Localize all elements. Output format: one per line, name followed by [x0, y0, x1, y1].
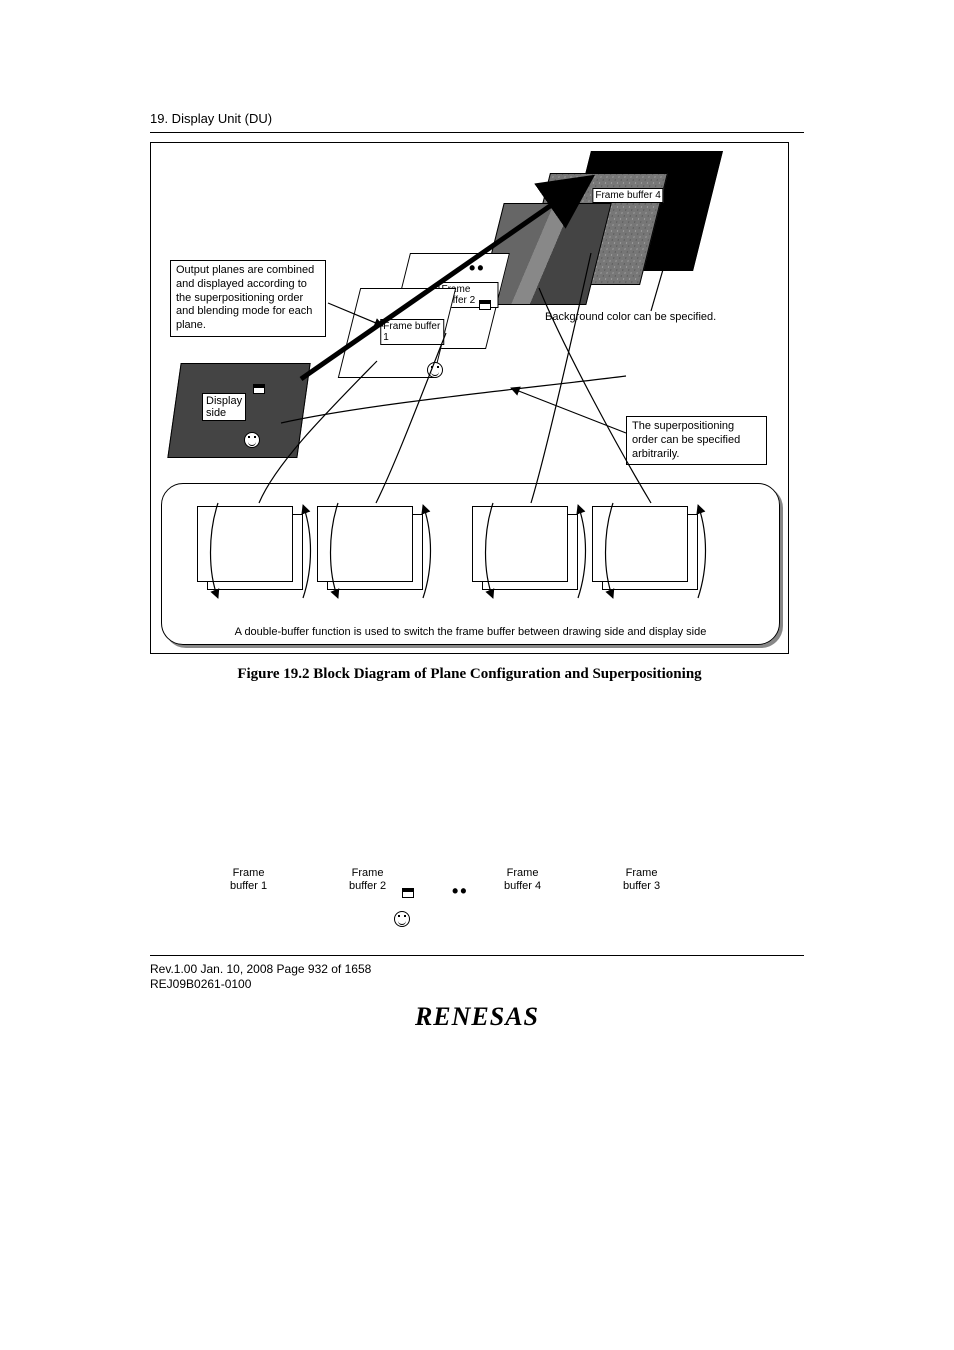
double-buffer-panel: Frame buffer 1 Frame buffer 2 •• Frame b… — [161, 483, 780, 645]
label-fb4: Frame buffer 4 — [503, 867, 542, 892]
figure-box: Output planes are combined and displayed… — [150, 142, 789, 654]
window-icon — [402, 888, 414, 898]
smiley-icon — [427, 362, 443, 378]
card-fb4 — [472, 506, 578, 592]
page-header: 19. Display Unit (DU) — [150, 111, 804, 133]
window-icon — [479, 300, 491, 310]
display-side: Display side — [174, 363, 304, 458]
smiley-icon — [394, 911, 410, 927]
callout-order: The superpositioning order can be specif… — [626, 416, 767, 465]
callout-bgcolor: Background color can be specified. — [544, 311, 717, 324]
ellipsis-bottom: •• — [452, 881, 469, 902]
callout-combine: Output planes are combined and displayed… — [170, 260, 326, 337]
footer-revision: Rev.1.00 Jan. 10, 2008 Page 932 of 1658 — [150, 962, 371, 976]
smiley-icon — [244, 432, 260, 448]
double-buffer-caption: A double-buffer function is used to swit… — [162, 626, 779, 638]
figure-caption: Figure 19.2 Block Diagram of Plane Confi… — [150, 666, 789, 683]
label-fb1: Frame buffer 1 — [229, 867, 268, 892]
label-fb3: Frame buffer 3 — [622, 867, 661, 892]
ellipsis-top: •• — [469, 258, 486, 279]
window-icon — [253, 384, 265, 394]
card-fb1 — [197, 506, 303, 592]
label-fb2: Frame buffer 2 — [348, 867, 387, 892]
renesas-logo: RENESAS — [0, 1002, 954, 1032]
footer-rule — [150, 955, 804, 956]
card-fb3 — [592, 506, 698, 592]
card-fb2 — [317, 506, 423, 592]
footer-docid: REJ09B0261-0100 — [150, 977, 251, 991]
